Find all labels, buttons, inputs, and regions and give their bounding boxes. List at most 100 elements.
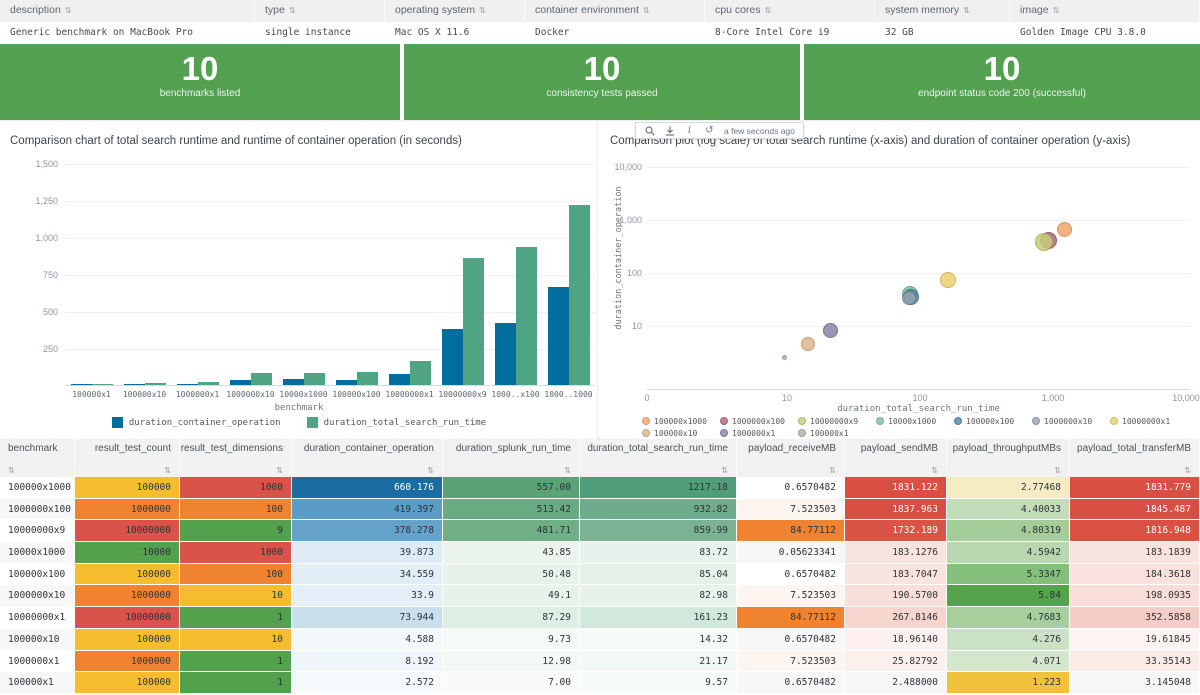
info-icon[interactable]: i bbox=[687, 124, 692, 136]
info-column-header[interactable]: cpu cores ⇅ bbox=[705, 0, 875, 22]
scatter-point-10000000x9[interactable] bbox=[1035, 233, 1054, 252]
bar-duration_total_search_run_time[interactable] bbox=[356, 372, 378, 385]
bar-duration_container_operation[interactable] bbox=[176, 383, 198, 385]
refresh-icon[interactable]: ↺ bbox=[705, 124, 714, 136]
sort-icon[interactable]: ⇅ bbox=[829, 466, 836, 475]
column-header-result_test_count[interactable]: result_test_count ⇅ bbox=[75, 439, 180, 477]
legend-swatch bbox=[1032, 417, 1040, 425]
kpi-consistency-tests: 10 consistency tests passed bbox=[400, 44, 800, 120]
legend-item-10000000x9[interactable]: 10000000x9 bbox=[798, 415, 876, 427]
legend-item-1000000x1[interactable]: 1000000x1 bbox=[720, 427, 798, 439]
info-column-header[interactable]: image ⇅ bbox=[1010, 0, 1200, 22]
cell-payload_total_transferMB: 3.145048 bbox=[1070, 672, 1200, 694]
scatter-point-100000x1[interactable] bbox=[781, 354, 787, 360]
bar-duration_container_operation[interactable] bbox=[494, 322, 516, 385]
legend-item-1000000x100[interactable]: 1000000x100 bbox=[720, 415, 798, 427]
sort-icon[interactable]: ⇅ bbox=[721, 466, 728, 475]
cell-payload_total_transferMB: 183.1839 bbox=[1070, 542, 1200, 564]
bar-x-axis-title: benchmark bbox=[274, 403, 324, 413]
cell-duration_total_search_run_time: 161.23 bbox=[580, 607, 737, 629]
info-value: 8-Core Intel Core i9 bbox=[715, 27, 830, 38]
info-column-header[interactable]: description ⇅ bbox=[0, 0, 255, 22]
legend-item-100000x1[interactable]: 100000x1 bbox=[798, 427, 876, 439]
sort-icon[interactable]: ⇅ bbox=[64, 6, 72, 15]
sort-icon[interactable]: ⇅ bbox=[164, 466, 171, 475]
column-header-payload_receiveMB[interactable]: payload_receiveMB ⇅ bbox=[737, 439, 845, 477]
sort-icon[interactable]: ⇅ bbox=[8, 466, 15, 475]
bar-duration_container_operation[interactable] bbox=[229, 379, 251, 385]
sort-icon[interactable]: ⇅ bbox=[478, 6, 486, 15]
cell-duration_splunk_run_time: 50.48 bbox=[443, 563, 580, 586]
sort-icon[interactable]: ⇅ bbox=[931, 466, 938, 475]
info-column-header[interactable]: operating system ⇅ bbox=[385, 0, 525, 22]
column-header-duration_container_operation[interactable]: duration_container_operation ⇅ bbox=[292, 439, 443, 477]
kpi-row: 10 benchmarks listed 10 consistency test… bbox=[0, 44, 1200, 120]
legend-item-duration_container_operation[interactable]: duration_container_operation bbox=[111, 417, 281, 428]
column-header-result_test_dimensions[interactable]: result_test_dimensions ⇅ bbox=[180, 439, 292, 477]
cell-benchmark: 1000000x1 bbox=[0, 650, 75, 673]
column-header-payload_throughputMBs[interactable]: payload_throughputMBs ⇅ bbox=[947, 439, 1070, 477]
legend-item-100000x10[interactable]: 100000x10 bbox=[642, 427, 720, 439]
bar-duration_total_search_run_time[interactable] bbox=[568, 204, 590, 385]
column-header-benchmark[interactable]: benchmark ⇅ bbox=[0, 439, 75, 477]
cell-payload_throughputMBs: 1.223 bbox=[947, 672, 1070, 694]
bar-duration_container_operation[interactable] bbox=[70, 384, 92, 385]
scatter-point-10000000x1[interactable] bbox=[939, 271, 956, 288]
kpi-value: 10 bbox=[181, 50, 219, 87]
column-header-payload_total_transferMB[interactable]: payload_total_transferMB ⇅ bbox=[1070, 439, 1200, 477]
bar-duration_container_operation[interactable] bbox=[282, 379, 304, 385]
info-column-header[interactable]: type ⇅ bbox=[255, 0, 385, 22]
legend-item-10000000x1[interactable]: 10000000x1 bbox=[1110, 415, 1188, 427]
scatter-point-100000x10[interactable] bbox=[800, 336, 815, 351]
scatter-point-100000x1000[interactable] bbox=[1056, 222, 1072, 238]
table-row: 100000x100 100000 100 34.559 50.48 85.04 0.657… bbox=[0, 563, 1200, 586]
sort-icon[interactable]: ⇅ bbox=[1054, 466, 1061, 475]
column-header-duration_total_search_run_time[interactable]: duration_total_search_run_time ⇅ bbox=[580, 439, 737, 477]
legend-item-10000x1000[interactable]: 10000x1000 bbox=[876, 415, 954, 427]
bar-duration_container_operation[interactable] bbox=[547, 287, 569, 385]
cell-payload_receiveMB: 0.05623341 bbox=[737, 542, 845, 564]
bar-duration_total_search_run_time[interactable] bbox=[91, 383, 113, 385]
bar-duration_total_search_run_time[interactable] bbox=[462, 257, 484, 385]
bar-duration_container_operation[interactable] bbox=[388, 374, 410, 385]
bar-duration_total_search_run_time[interactable] bbox=[250, 372, 272, 385]
sort-icon[interactable]: ⇅ bbox=[276, 466, 283, 475]
column-header-duration_splunk_run_time[interactable]: duration_splunk_run_time ⇅ bbox=[443, 439, 580, 477]
cell-payload_sendMB: 18.96140 bbox=[845, 628, 947, 651]
cell-result_test_dimensions: 100 bbox=[180, 498, 292, 521]
cell-duration_container_operation: 34.559 bbox=[292, 563, 443, 586]
column-header-payload_sendMB[interactable]: payload_sendMB ⇅ bbox=[845, 439, 947, 477]
bar-duration_total_search_run_time[interactable] bbox=[409, 361, 431, 385]
legend-item-100000x1000[interactable]: 100000x1000 bbox=[642, 415, 720, 427]
cell-benchmark: 10000000x9 bbox=[0, 520, 75, 543]
sort-icon[interactable]: ⇅ bbox=[642, 6, 650, 15]
download-icon[interactable] bbox=[664, 125, 675, 136]
bar-duration_container_operation[interactable] bbox=[123, 384, 145, 385]
sort-icon[interactable]: ⇅ bbox=[1052, 6, 1060, 15]
cell-benchmark: 100000x1 bbox=[0, 672, 75, 694]
legend-item-100000x100[interactable]: 100000x100 bbox=[954, 415, 1032, 427]
sort-icon[interactable]: ⇅ bbox=[564, 466, 571, 475]
cell-result_test_count: 100000 bbox=[75, 563, 180, 586]
bar-duration_container_operation[interactable] bbox=[441, 329, 463, 385]
bar-duration_total_search_run_time[interactable] bbox=[144, 382, 166, 385]
sort-icon[interactable]: ⇅ bbox=[963, 6, 970, 15]
sort-icon[interactable]: ⇅ bbox=[764, 6, 772, 15]
cell-result_test_count: 1000000 bbox=[75, 650, 180, 673]
scatter-point-1000000x1[interactable] bbox=[822, 323, 838, 339]
bar-duration_total_search_run_time[interactable] bbox=[515, 246, 537, 385]
legend-item-1000000x10[interactable]: 1000000x10 bbox=[1032, 415, 1110, 427]
sort-icon[interactable]: ⇅ bbox=[288, 6, 296, 15]
search-icon[interactable] bbox=[644, 125, 655, 136]
sort-icon[interactable]: ⇅ bbox=[1184, 466, 1191, 475]
bar-duration_container_operation[interactable] bbox=[335, 379, 357, 385]
info-column-header[interactable]: system memory ⇅ bbox=[875, 0, 1010, 22]
cell-duration_container_operation: 33.9 bbox=[292, 585, 443, 608]
cell-duration_container_operation: 8.192 bbox=[292, 650, 443, 673]
legend-item-duration_total_search_run_time[interactable]: duration_total_search_run_time bbox=[306, 417, 486, 428]
sort-icon[interactable]: ⇅ bbox=[427, 466, 434, 475]
info-column-header[interactable]: container environment ⇅ bbox=[525, 0, 705, 22]
bar-duration_total_search_run_time[interactable] bbox=[197, 381, 219, 385]
bar-duration_total_search_run_time[interactable] bbox=[303, 372, 325, 385]
scatter-point-1000000x10[interactable] bbox=[902, 290, 917, 305]
